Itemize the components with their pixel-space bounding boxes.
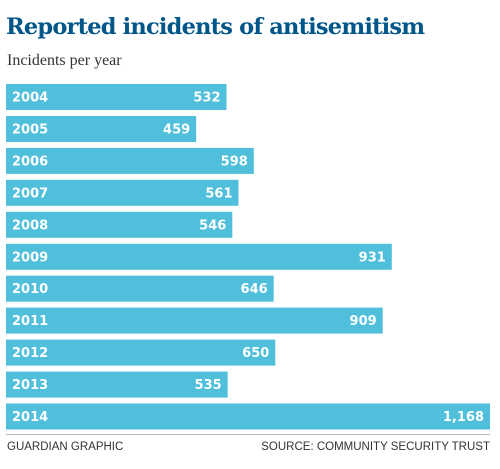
value-label-2007: 561 [205,186,232,201]
category-label-2010: 2010 [12,282,48,297]
category-label-2005: 2005 [12,122,48,137]
value-label-2006: 598 [221,154,248,169]
bar-2011 [6,307,383,334]
category-label-2011: 2011 [12,314,48,329]
category-label-2006: 2006 [12,154,48,169]
bar-2005 [6,116,197,142]
bar-2013 [6,371,228,398]
bar-2008 [6,211,233,238]
category-label-2013: 2013 [12,378,48,393]
bar-2012 [6,339,276,366]
category-label-2012: 2012 [12,346,48,361]
chart-subtitle: Incidents per year [7,52,122,69]
value-label-2014: 1,168 [443,410,484,425]
category-label-2007: 2007 [12,186,48,201]
category-label-2004: 2004 [12,91,48,106]
value-label-2008: 546 [199,218,226,233]
category-label-2009: 2009 [12,250,48,265]
value-label-2013: 535 [195,378,222,393]
footer-source: SOURCE: COMMUNITY SECURITY TRUST [261,441,490,453]
value-label-2009: 931 [359,250,386,265]
category-label-2014: 2014 [12,410,48,425]
footer-credit: GUARDIAN GRAPHIC [7,441,124,453]
bar-2014 [6,403,490,430]
bar-2006 [6,147,254,174]
value-label-2011: 909 [350,314,377,329]
bar-2010 [6,275,274,302]
bar-2007 [6,179,239,206]
value-label-2010: 646 [241,282,268,297]
value-label-2012: 650 [242,346,269,361]
chart-title: Reported incidents of antisemitism [6,14,425,40]
category-label-2008: 2008 [12,218,48,233]
bar-2004 [6,84,227,110]
value-label-2005: 459 [163,122,190,137]
value-label-2004: 532 [193,91,220,106]
bar-2009 [6,243,392,270]
footer-divider [6,434,490,435]
